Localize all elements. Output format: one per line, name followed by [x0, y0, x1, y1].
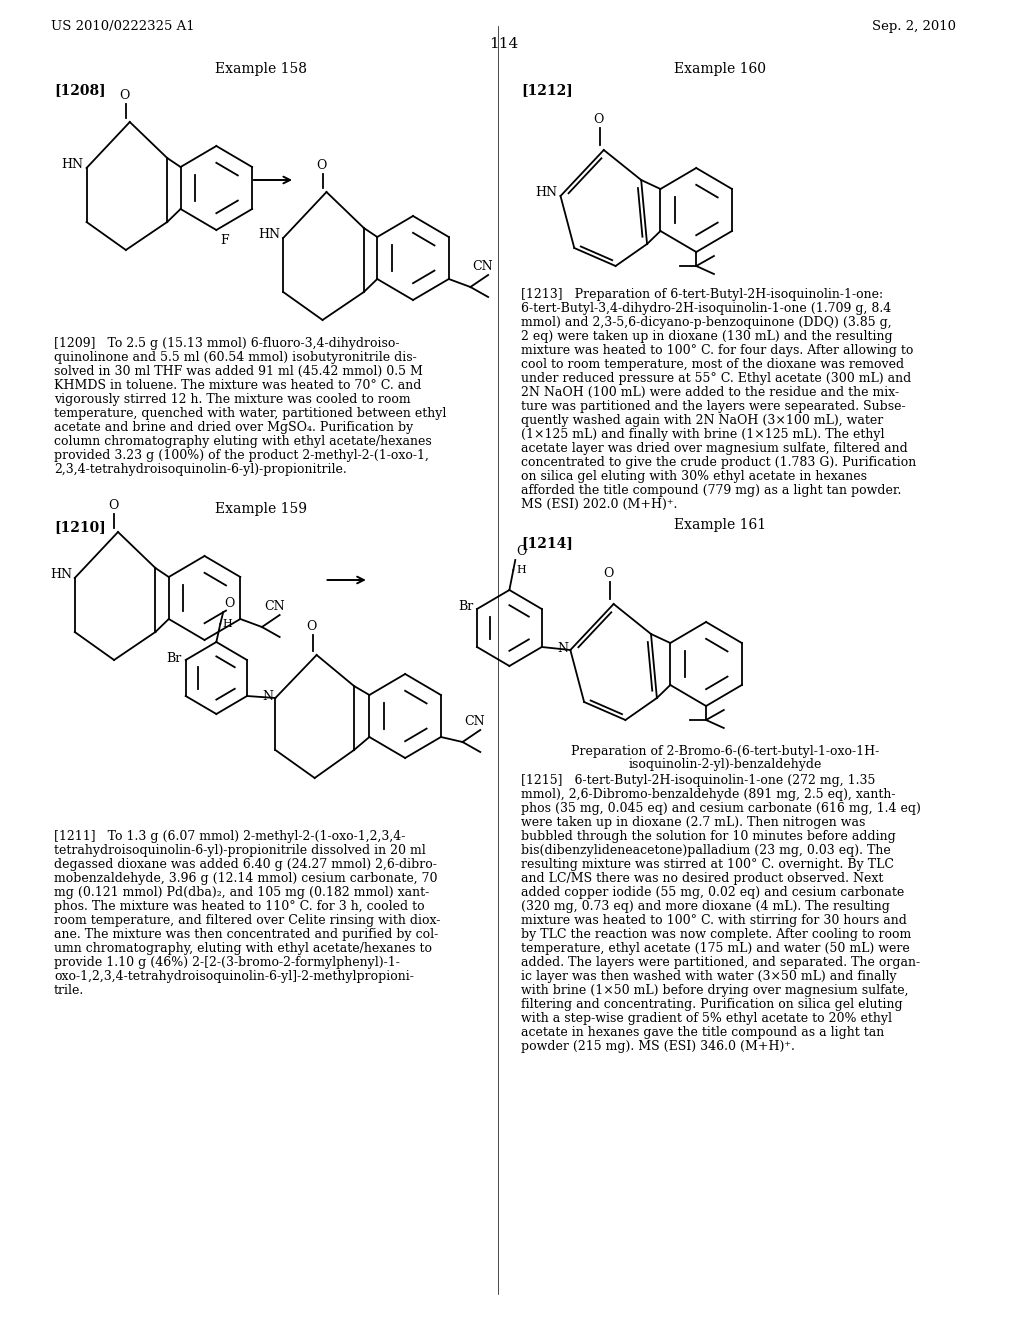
Text: provide 1.10 g (46%) 2-[2-(3-bromo-2-formylphenyl)-1-: provide 1.10 g (46%) 2-[2-(3-bromo-2-for… [54, 956, 400, 969]
Text: acetate layer was dried over magnesium sulfate, filtered and: acetate layer was dried over magnesium s… [521, 442, 908, 455]
Text: bubbled through the solution for 10 minutes before adding: bubbled through the solution for 10 minu… [521, 830, 896, 843]
Text: quinolinone and 5.5 ml (60.54 mmol) isobutyronitrile dis-: quinolinone and 5.5 ml (60.54 mmol) isob… [54, 351, 417, 364]
Text: O: O [516, 545, 526, 558]
Text: column chromatography eluting with ethyl acetate/hexanes: column chromatography eluting with ethyl… [54, 436, 432, 447]
Text: isoquinolin-2-yl)-benzaldehyde: isoquinolin-2-yl)-benzaldehyde [628, 758, 821, 771]
Text: on silica gel eluting with 30% ethyl acetate in hexanes: on silica gel eluting with 30% ethyl ace… [521, 470, 867, 483]
Text: Sep. 2, 2010: Sep. 2, 2010 [871, 20, 955, 33]
Text: O: O [120, 88, 130, 102]
Text: [1210]: [1210] [54, 520, 105, 535]
Text: 2 eq) were taken up in dioxane (130 mL) and the resulting: 2 eq) were taken up in dioxane (130 mL) … [521, 330, 893, 343]
Text: added copper iodide (55 mg, 0.02 eq) and cesium carbonate: added copper iodide (55 mg, 0.02 eq) and… [521, 886, 904, 899]
Text: oxo-1,2,3,4-tetrahydroisoquinolin-6-yl]-2-methylpropioni-: oxo-1,2,3,4-tetrahydroisoquinolin-6-yl]-… [54, 970, 414, 983]
Text: solved in 30 ml THF was added 91 ml (45.42 mmol) 0.5 M: solved in 30 ml THF was added 91 ml (45.… [54, 366, 423, 378]
Text: umn chromatography, eluting with ethyl acetate/hexanes to: umn chromatography, eluting with ethyl a… [54, 942, 432, 954]
Text: bis(dibenzylideneacetone)palladium (23 mg, 0.03 eq). The: bis(dibenzylideneacetone)palladium (23 m… [521, 843, 891, 857]
Text: temperature, ethyl acetate (175 mL) and water (50 mL) were: temperature, ethyl acetate (175 mL) and … [521, 942, 910, 954]
Text: O: O [603, 568, 614, 579]
Text: [1211]   To 1.3 g (6.07 mmol) 2-methyl-2-(1-oxo-1,2,3,4-: [1211] To 1.3 g (6.07 mmol) 2-methyl-2-(… [54, 830, 406, 843]
Text: resulting mixture was stirred at 100° C. overnight. By TLC: resulting mixture was stirred at 100° C.… [521, 858, 894, 871]
Text: were taken up in dioxane (2.7 mL). Then nitrogen was: were taken up in dioxane (2.7 mL). Then … [521, 816, 865, 829]
Text: under reduced pressure at 55° C. Ethyl acetate (300 mL) and: under reduced pressure at 55° C. Ethyl a… [521, 372, 911, 385]
Text: [1208]: [1208] [54, 83, 105, 96]
Text: ane. The mixture was then concentrated and purified by col-: ane. The mixture was then concentrated a… [54, 928, 438, 941]
Text: Preparation of 2-Bromo-6-(6-tert-butyl-1-oxo-1H-: Preparation of 2-Bromo-6-(6-tert-butyl-1… [570, 744, 879, 758]
Text: CN: CN [465, 715, 485, 729]
Text: HN: HN [61, 157, 84, 170]
Text: with brine (1×50 mL) before drying over magnesium sulfate,: with brine (1×50 mL) before drying over … [521, 983, 908, 997]
Text: [1212]: [1212] [521, 83, 573, 96]
Text: O: O [224, 597, 234, 610]
Text: room temperature, and filtered over Celite rinsing with diox-: room temperature, and filtered over Celi… [54, 913, 440, 927]
Text: phos (35 mg, 0.045 eq) and cesium carbonate (616 mg, 1.4 eq): phos (35 mg, 0.045 eq) and cesium carbon… [521, 803, 921, 814]
Text: O: O [594, 114, 604, 125]
Text: Example 159: Example 159 [215, 502, 306, 516]
Text: 2,3,4-tetrahydroisoquinolin-6-yl)-propionitrile.: 2,3,4-tetrahydroisoquinolin-6-yl)-propio… [54, 463, 347, 477]
Text: concentrated to give the crude product (1.783 G). Purification: concentrated to give the crude product (… [521, 455, 916, 469]
Text: N: N [262, 689, 273, 702]
Text: trile.: trile. [54, 983, 84, 997]
Text: [1209]   To 2.5 g (15.13 mmol) 6-fluoro-3,4-dihydroiso-: [1209] To 2.5 g (15.13 mmol) 6-fluoro-3,… [54, 337, 399, 350]
Text: degassed dioxane was added 6.40 g (24.27 mmol) 2,6-dibro-: degassed dioxane was added 6.40 g (24.27… [54, 858, 437, 871]
Text: CN: CN [264, 601, 285, 612]
Text: O: O [108, 499, 119, 512]
Text: by TLC the reaction was now complete. After cooling to room: by TLC the reaction was now complete. Af… [521, 928, 911, 941]
Text: acetate in hexanes gave the title compound as a light tan: acetate in hexanes gave the title compou… [521, 1026, 885, 1039]
Text: vigorously stirred 12 h. The mixture was cooled to room: vigorously stirred 12 h. The mixture was… [54, 393, 411, 407]
Text: F: F [220, 234, 229, 247]
Text: mixture was heated to 100° C. for four days. After allowing to: mixture was heated to 100° C. for four d… [521, 345, 913, 356]
Text: mobenzaldehyde, 3.96 g (12.14 mmol) cesium carbonate, 70: mobenzaldehyde, 3.96 g (12.14 mmol) cesi… [54, 873, 437, 884]
Text: ture was partitioned and the layers were sepearated. Subse-: ture was partitioned and the layers were… [521, 400, 906, 413]
Text: MS (ESI) 202.0 (M+H)⁺.: MS (ESI) 202.0 (M+H)⁺. [521, 498, 678, 511]
Text: (320 mg, 0.73 eq) and more dioxane (4 mL). The resulting: (320 mg, 0.73 eq) and more dioxane (4 mL… [521, 900, 890, 913]
Text: temperature, quenched with water, partitioned between ethyl: temperature, quenched with water, partit… [54, 407, 446, 420]
Text: US 2010/0222325 A1: US 2010/0222325 A1 [51, 20, 195, 33]
Text: O: O [316, 158, 327, 172]
Text: H: H [222, 619, 232, 630]
Text: H: H [516, 565, 526, 576]
Text: HN: HN [258, 227, 281, 240]
Text: [1214]: [1214] [521, 536, 573, 550]
Text: and LC/MS there was no desired product observed. Next: and LC/MS there was no desired product o… [521, 873, 884, 884]
Text: KHMDS in toluene. The mixture was heated to 70° C. and: KHMDS in toluene. The mixture was heated… [54, 379, 422, 392]
Text: (1×125 mL) and finally with brine (1×125 mL). The ethyl: (1×125 mL) and finally with brine (1×125… [521, 428, 885, 441]
Text: CN: CN [472, 260, 493, 273]
Text: Br: Br [458, 601, 473, 614]
Text: phos. The mixture was heated to 110° C. for 3 h, cooled to: phos. The mixture was heated to 110° C. … [54, 900, 425, 913]
Text: mmol), 2,6-Dibromo-benzaldehyde (891 mg, 2.5 eq), xanth-: mmol), 2,6-Dibromo-benzaldehyde (891 mg,… [521, 788, 896, 801]
Text: HN: HN [50, 568, 72, 581]
Text: added. The layers were partitioned, and separated. The organ-: added. The layers were partitioned, and … [521, 956, 921, 969]
Text: cool to room temperature, most of the dioxane was removed: cool to room temperature, most of the di… [521, 358, 904, 371]
Text: powder (215 mg). MS (ESI) 346.0 (M+H)⁺.: powder (215 mg). MS (ESI) 346.0 (M+H)⁺. [521, 1040, 795, 1053]
Text: 114: 114 [488, 37, 518, 51]
Text: with a step-wise gradient of 5% ethyl acetate to 20% ethyl: with a step-wise gradient of 5% ethyl ac… [521, 1012, 892, 1026]
Text: 6-tert-Butyl-3,4-dihydro-2H-isoquinolin-1-one (1.709 g, 8.4: 6-tert-Butyl-3,4-dihydro-2H-isoquinolin-… [521, 302, 892, 315]
Text: 2N NaOH (100 mL) were added to the residue and the mix-: 2N NaOH (100 mL) were added to the resid… [521, 385, 899, 399]
Text: mmol) and 2,3-5,6-dicyano-p-benzoquinone (DDQ) (3.85 g,: mmol) and 2,3-5,6-dicyano-p-benzoquinone… [521, 315, 892, 329]
Text: [1215]   6-tert-Butyl-2H-isoquinolin-1-one (272 mg, 1.35: [1215] 6-tert-Butyl-2H-isoquinolin-1-one… [521, 774, 876, 787]
Text: filtering and concentrating. Purification on silica gel eluting: filtering and concentrating. Purificatio… [521, 998, 903, 1011]
Text: quently washed again with 2N NaOH (3×100 mL), water: quently washed again with 2N NaOH (3×100… [521, 414, 884, 426]
Text: Example 160: Example 160 [674, 62, 766, 77]
Text: Example 161: Example 161 [674, 517, 766, 532]
Text: afforded the title compound (779 mg) as a light tan powder.: afforded the title compound (779 mg) as … [521, 484, 901, 498]
Text: Br: Br [167, 652, 181, 664]
Text: ic layer was then washed with water (3×50 mL) and finally: ic layer was then washed with water (3×5… [521, 970, 897, 983]
Text: N: N [557, 642, 568, 655]
Text: tetrahydroisoquinolin-6-yl)-propionitrile dissolved in 20 ml: tetrahydroisoquinolin-6-yl)-propionitril… [54, 843, 426, 857]
Text: O: O [306, 620, 316, 634]
Text: HN: HN [536, 186, 558, 198]
Text: provided 3.23 g (100%) of the product 2-methyl-2-(1-oxo-1,: provided 3.23 g (100%) of the product 2-… [54, 449, 429, 462]
Text: mixture was heated to 100° C. with stirring for 30 hours and: mixture was heated to 100° C. with stirr… [521, 913, 907, 927]
Text: [1213]   Preparation of 6-tert-Butyl-2H-isoquinolin-1-one:: [1213] Preparation of 6-tert-Butyl-2H-is… [521, 288, 884, 301]
Text: acetate and brine and dried over MgSO₄. Purification by: acetate and brine and dried over MgSO₄. … [54, 421, 414, 434]
Text: mg (0.121 mmol) Pd(dba)₂, and 105 mg (0.182 mmol) xant-: mg (0.121 mmol) Pd(dba)₂, and 105 mg (0.… [54, 886, 429, 899]
Text: Example 158: Example 158 [215, 62, 306, 77]
